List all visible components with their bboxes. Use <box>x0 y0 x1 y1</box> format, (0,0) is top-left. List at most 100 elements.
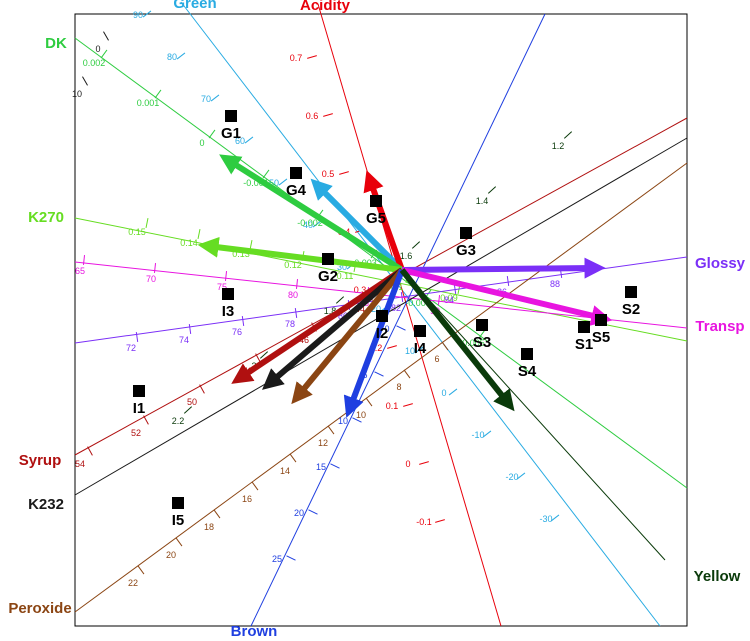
tick-mark-k232 <box>103 31 109 41</box>
vector-dk <box>219 154 404 273</box>
tick-label-syrup: 52 <box>131 428 141 438</box>
axis-line-peroxide <box>74 162 688 613</box>
point-label-i1: I1 <box>133 400 146 417</box>
axis-name-acidity: Acidity <box>300 0 351 14</box>
axis-names-layer: Green Acidity DK K270 Glossy Transp Syrup K232 P… <box>8 0 745 640</box>
tick-mark-peroxide <box>365 397 373 407</box>
vector-glossy <box>401 257 606 279</box>
tick-label-green: 30 <box>337 262 347 272</box>
tick-label-yellow: 2.2 <box>172 416 185 426</box>
tick-label-green: 80 <box>167 52 177 62</box>
tick-mark-green <box>414 346 424 354</box>
tick-label-green: 60 <box>235 136 245 146</box>
tick-mark-glossy <box>135 331 139 343</box>
point-i2 <box>376 310 388 322</box>
tick-label-peroxide: 20 <box>166 550 176 560</box>
tick-label-peroxide: 6 <box>434 354 439 364</box>
point-label-g4: G4 <box>286 182 307 199</box>
point-label-g1: G1 <box>221 125 241 142</box>
tick-mark-yellow <box>563 131 573 139</box>
tick-mark-syrup <box>143 415 149 425</box>
point-s3 <box>476 319 488 331</box>
tick-label-k270: 0.11 <box>337 271 354 281</box>
tick-label-transp: 70 <box>146 274 156 284</box>
tick-mark-glossy <box>506 275 510 287</box>
plot-frame <box>74 13 688 627</box>
tick-mark-k270 <box>145 217 149 229</box>
tick-mark-glossy <box>241 315 245 327</box>
tick-label-dk: -0.005 <box>459 338 485 348</box>
tick-mark-dk <box>100 49 108 59</box>
tick-mark-acidity <box>307 55 317 59</box>
vectors-layer <box>197 154 613 418</box>
axis-acidity: 0.70.60.50.40.30.20.10-0.1 <box>290 3 502 627</box>
tick-mark-brown <box>374 371 384 377</box>
tick-label-yellow: 1.4 <box>476 196 489 206</box>
tick-label-syrup: 50 <box>187 397 197 407</box>
tick-mark-transp <box>437 294 441 306</box>
tick-label-green: 0 <box>441 388 446 398</box>
tick-mark-acidity <box>323 113 333 117</box>
tick-mark-green <box>210 94 220 102</box>
tick-mark-peroxide <box>289 453 297 463</box>
vector-peroxide <box>291 268 405 405</box>
tick-mark-acidity <box>339 171 349 175</box>
tick-mark-peroxide <box>441 341 449 351</box>
tick-mark-syrup <box>87 446 93 456</box>
axis-name-syrup: Syrup <box>19 452 62 469</box>
point-s4 <box>521 348 533 360</box>
tick-mark-peroxide <box>213 509 221 519</box>
axis-name-transp: Transp <box>695 318 744 335</box>
tick-mark-green <box>312 220 322 228</box>
tick-label-yellow: 1.2 <box>552 141 565 151</box>
tick-mark-peroxide <box>327 425 335 435</box>
point-label-i5: I5 <box>172 512 185 529</box>
tick-label-glossy: 74 <box>179 335 189 345</box>
tick-mark-acidity <box>387 345 397 349</box>
point-g5 <box>370 195 382 207</box>
tick-label-peroxide: 10 <box>356 410 366 420</box>
tick-label-peroxide: 8 <box>396 382 401 392</box>
tick-label-dk: -0.001 <box>243 178 269 188</box>
tick-label-glossy: 88 <box>550 279 560 289</box>
tick-mark-transp <box>82 254 86 266</box>
axis-line-yellow <box>401 269 666 561</box>
point-i4 <box>414 325 426 337</box>
tick-label-k232: 0 <box>95 44 100 54</box>
vector-green <box>310 178 405 273</box>
point-label-s2: S2 <box>622 301 640 318</box>
axis-name-k232: K232 <box>28 496 64 513</box>
vector-syrup <box>231 267 404 384</box>
tick-label-glossy: 80 <box>338 311 348 321</box>
tick-label-peroxide: 18 <box>204 522 214 532</box>
tick-mark-transp <box>224 270 228 282</box>
tick-label-transp: 75 <box>217 282 227 292</box>
tick-label-glossy: 78 <box>285 319 295 329</box>
tick-label-brown: 15 <box>316 462 326 472</box>
tick-label-green: 20 <box>371 304 381 314</box>
tick-label-acidity: 0.2 <box>370 343 383 353</box>
point-g2 <box>322 253 334 265</box>
tick-label-k232: 10 <box>72 89 82 99</box>
tick-label-green: 10 <box>405 346 415 356</box>
tick-label-transp: 65 <box>75 266 85 276</box>
tick-label-acidity: 0.7 <box>290 53 303 63</box>
tick-label-glossy: 76 <box>232 327 242 337</box>
tick-label-yellow: 1.8 <box>324 306 337 316</box>
point-i1 <box>133 385 145 397</box>
point-g3 <box>460 227 472 239</box>
tick-mark-green <box>448 388 458 396</box>
vector-k270 <box>197 236 403 273</box>
tick-label-syrup: 54 <box>75 459 85 469</box>
axis-brown: 25 20 15 10 50 <box>250 13 546 627</box>
point-label-s3: S3 <box>473 334 491 351</box>
tick-mark-brown <box>308 509 318 515</box>
tick-mark-k270 <box>197 228 201 240</box>
tick-label-glossy: 84 <box>444 295 454 305</box>
axis-name-dk: DK <box>45 35 67 52</box>
point-s1 <box>578 321 590 333</box>
tick-mark-acidity <box>435 519 445 523</box>
tick-label-peroxide: 22 <box>128 578 138 588</box>
point-label-i3: I3 <box>222 303 235 320</box>
